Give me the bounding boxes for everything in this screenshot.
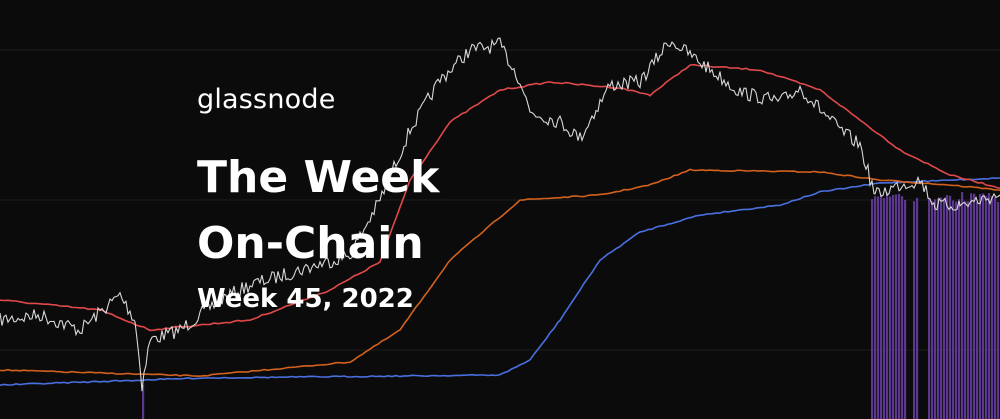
- bar: [901, 196, 904, 419]
- bar: [979, 194, 982, 419]
- subtitle: Week 45, 2022: [197, 284, 414, 314]
- bar: [970, 193, 973, 419]
- bar: [964, 200, 967, 419]
- bar: [949, 195, 952, 419]
- bar: [976, 201, 979, 419]
- red-line: [0, 63, 1000, 332]
- bar: [940, 197, 943, 419]
- title-line: On-Chain: [197, 218, 424, 269]
- bar: [871, 199, 874, 419]
- bar: [892, 194, 895, 419]
- bar: [916, 197, 919, 419]
- bar: [889, 196, 892, 419]
- bar: [880, 194, 883, 419]
- title-line: The Week: [197, 152, 440, 203]
- bar: [943, 199, 946, 419]
- bar: [934, 199, 937, 419]
- bars: [142, 192, 1000, 419]
- bar: [946, 195, 949, 419]
- bar: [967, 201, 970, 419]
- bar: [961, 192, 964, 419]
- bar: [955, 201, 958, 419]
- brand: glassnode: [197, 84, 336, 115]
- blue-line: [0, 177, 1000, 387]
- bar: [928, 198, 931, 419]
- bar: [988, 193, 991, 419]
- bar: [994, 197, 997, 419]
- bar: [931, 201, 934, 419]
- bar: [973, 193, 976, 419]
- bar: [874, 196, 877, 419]
- bar: [877, 196, 880, 419]
- bar: [142, 385, 145, 419]
- bar: [883, 198, 886, 419]
- bar: [952, 200, 955, 419]
- bar: [985, 195, 988, 419]
- bar: [886, 192, 889, 419]
- price-line: [0, 37, 1000, 392]
- bar: [898, 193, 901, 419]
- bar: [982, 193, 985, 419]
- bar: [991, 196, 994, 419]
- bar: [937, 198, 940, 419]
- bar: [958, 199, 961, 419]
- bar: [997, 201, 1000, 419]
- orange-line: [0, 168, 1000, 378]
- bar: [904, 200, 907, 419]
- grid: [0, 49, 1000, 351]
- bar: [895, 194, 898, 419]
- bar: [913, 201, 916, 419]
